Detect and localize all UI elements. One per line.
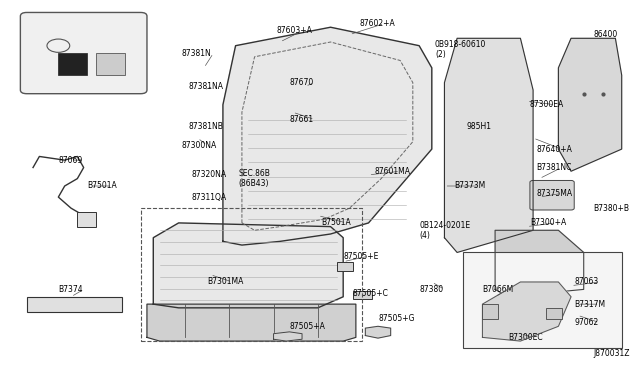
Text: 87320NA: 87320NA — [191, 170, 227, 179]
Text: 87505+A: 87505+A — [289, 322, 325, 331]
Text: B7374: B7374 — [58, 285, 83, 294]
Bar — [77, 212, 97, 227]
FancyBboxPatch shape — [27, 297, 122, 311]
Polygon shape — [154, 223, 343, 308]
Polygon shape — [444, 38, 533, 253]
Polygon shape — [223, 27, 432, 245]
Text: B7066M: B7066M — [483, 285, 514, 294]
Polygon shape — [365, 326, 390, 338]
Text: B7300EC: B7300EC — [508, 333, 542, 342]
Text: 87381NA: 87381NA — [188, 82, 223, 91]
Text: 86400: 86400 — [593, 30, 618, 39]
Text: 87505+C: 87505+C — [353, 289, 388, 298]
Text: B7317M: B7317M — [574, 300, 605, 309]
Text: 87670: 87670 — [289, 78, 314, 87]
Text: 87381NB: 87381NB — [188, 122, 223, 131]
Bar — [483, 304, 499, 319]
Bar — [58, 53, 87, 75]
Polygon shape — [558, 38, 621, 171]
Text: 87640+A: 87640+A — [536, 145, 572, 154]
Text: 87069: 87069 — [58, 155, 83, 165]
Text: 87300EA: 87300EA — [530, 100, 564, 109]
Text: 87601MA: 87601MA — [375, 167, 411, 176]
Text: SEC.86B
(86B43): SEC.86B (86B43) — [239, 169, 271, 188]
Text: J870031Z: J870031Z — [593, 350, 630, 359]
FancyBboxPatch shape — [20, 13, 147, 94]
Text: 97062: 97062 — [574, 318, 598, 327]
Text: 87602+A: 87602+A — [359, 19, 395, 28]
Bar — [463, 253, 621, 349]
Text: 87380: 87380 — [419, 285, 444, 294]
Text: 87505+E: 87505+E — [343, 251, 379, 261]
Text: B7380+B: B7380+B — [593, 203, 629, 213]
Bar — [141, 208, 362, 341]
Text: 87603+A: 87603+A — [276, 26, 312, 35]
Text: B7381NC: B7381NC — [536, 163, 572, 172]
Text: B7300+A: B7300+A — [530, 218, 566, 227]
FancyBboxPatch shape — [337, 262, 353, 271]
Text: B7501A: B7501A — [87, 182, 116, 190]
Text: B7501A: B7501A — [321, 218, 351, 227]
Text: B7301MA: B7301MA — [207, 278, 243, 286]
Polygon shape — [495, 230, 584, 297]
Text: 87063: 87063 — [574, 278, 598, 286]
Text: 0B918-60610
(2): 0B918-60610 (2) — [435, 40, 486, 59]
Text: 87375MA: 87375MA — [536, 189, 572, 198]
FancyBboxPatch shape — [530, 180, 574, 210]
Text: 87381N: 87381N — [182, 49, 212, 58]
Text: B7373M: B7373M — [454, 182, 485, 190]
Bar — [546, 308, 561, 319]
Polygon shape — [147, 304, 356, 341]
Text: 87311QA: 87311QA — [191, 193, 227, 202]
Text: 0B124-0201E
(4): 0B124-0201E (4) — [419, 221, 470, 240]
Text: 87661: 87661 — [289, 115, 314, 124]
Text: 985H1: 985H1 — [467, 122, 492, 131]
Polygon shape — [273, 332, 302, 341]
Bar — [97, 53, 125, 75]
Text: 87505+G: 87505+G — [378, 314, 415, 323]
FancyBboxPatch shape — [353, 291, 372, 299]
Text: 87300NA: 87300NA — [182, 141, 217, 150]
Polygon shape — [483, 282, 571, 341]
